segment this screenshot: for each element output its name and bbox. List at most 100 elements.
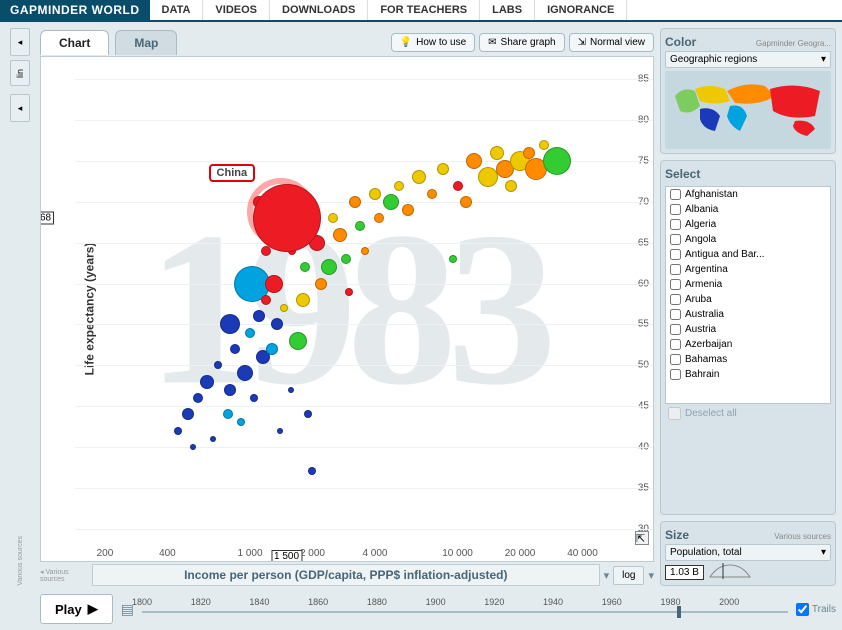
data-bubble[interactable] [523, 147, 535, 159]
country-checkbox[interactable] [670, 309, 681, 320]
world-map-legend[interactable] [665, 71, 831, 149]
country-checkbox[interactable] [670, 339, 681, 350]
data-bubble[interactable] [328, 213, 338, 223]
country-item[interactable]: Antigua and Bar... [666, 247, 830, 262]
country-checkbox[interactable] [670, 354, 681, 365]
data-bubble[interactable] [296, 293, 310, 307]
how-to-use-button[interactable]: 💡How to use [391, 33, 475, 52]
country-checkbox[interactable] [670, 264, 681, 275]
data-bubble[interactable] [237, 418, 245, 426]
country-checkbox[interactable] [670, 249, 681, 260]
country-item[interactable]: Aruba [666, 292, 830, 307]
x-axis-label-dropdown[interactable]: Income per person (GDP/capita, PPP$ infl… [92, 564, 600, 586]
country-item[interactable]: Angola [666, 232, 830, 247]
data-bubble[interactable] [412, 170, 426, 184]
data-bubble[interactable] [427, 189, 437, 199]
color-dropdown[interactable]: Geographic regions▾ [665, 51, 831, 68]
country-item[interactable]: Bahrain [666, 367, 830, 382]
nav-data[interactable]: DATA [150, 0, 204, 20]
data-bubble[interactable] [224, 384, 236, 396]
data-bubble[interactable] [369, 188, 381, 200]
data-bubble[interactable] [345, 288, 353, 296]
data-bubble[interactable] [190, 444, 196, 450]
data-bubble[interactable] [289, 332, 307, 350]
play-button[interactable]: Play▶ [40, 594, 113, 624]
country-item[interactable]: Algeria [666, 217, 830, 232]
y-scale-lin-button[interactable]: lin [10, 60, 30, 86]
data-bubble[interactable] [210, 436, 216, 442]
data-bubble[interactable] [308, 467, 316, 475]
data-bubble[interactable] [466, 153, 482, 169]
country-item[interactable]: Argentina [666, 262, 830, 277]
nav-downloads[interactable]: DOWNLOADS [270, 0, 368, 20]
country-item[interactable]: Azerbaijan [666, 337, 830, 352]
data-bubble[interactable] [449, 255, 457, 263]
y-expand-toggle-2[interactable]: ◂ [10, 94, 30, 122]
nav-ignorance[interactable]: IGNORANCE [535, 0, 627, 20]
color-panel-title: Color [665, 33, 696, 51]
country-item[interactable]: Bahamas [666, 352, 830, 367]
country-checkbox[interactable] [670, 234, 681, 245]
size-dropdown[interactable]: Population, total▾ [665, 544, 831, 561]
data-bubble[interactable] [253, 310, 265, 322]
data-bubble[interactable] [539, 140, 549, 150]
y-expand-toggle[interactable]: ◂ [10, 28, 30, 56]
data-bubble[interactable] [182, 408, 194, 420]
country-item[interactable]: Albania [666, 202, 830, 217]
data-bubble[interactable] [265, 275, 283, 293]
data-bubble[interactable] [543, 147, 571, 175]
data-bubble[interactable] [245, 328, 255, 338]
share-graph-button[interactable]: ✉Share graph [479, 33, 564, 52]
nav-for-teachers[interactable]: FOR TEACHERS [368, 0, 480, 20]
country-list[interactable]: Afghanistan Albania Algeria Angola Antigua a… [665, 186, 831, 404]
x-scale-log-button[interactable]: log [613, 566, 644, 585]
data-bubble-china[interactable] [253, 184, 321, 252]
country-label: Albania [685, 204, 718, 215]
x-expand-toggle[interactable]: ▾ [648, 569, 654, 582]
country-checkbox[interactable] [670, 369, 681, 380]
data-bubble[interactable] [193, 393, 203, 403]
tab-map[interactable]: Map [115, 30, 177, 55]
bubble-chart[interactable]: 1983 Life expectancy (years) ⇱ 303540455… [40, 56, 654, 562]
country-item[interactable]: Austria [666, 322, 830, 337]
data-bubble[interactable] [315, 278, 327, 290]
country-checkbox[interactable] [670, 279, 681, 290]
country-checkbox[interactable] [670, 324, 681, 335]
data-bubble[interactable] [505, 180, 517, 192]
data-bubble[interactable] [223, 409, 233, 419]
data-bubble[interactable] [349, 196, 361, 208]
data-bubble[interactable] [341, 254, 351, 264]
country-checkbox[interactable] [670, 189, 681, 200]
nav-videos[interactable]: VIDEOS [203, 0, 270, 20]
data-bubble[interactable] [490, 146, 504, 160]
size-slider-icon[interactable] [708, 561, 768, 581]
deselect-all-checkbox[interactable]: Deselect all [665, 404, 831, 423]
data-bubble[interactable] [453, 181, 463, 191]
country-checkbox[interactable] [670, 294, 681, 305]
chart-expand-icon[interactable]: ⇱ [635, 531, 649, 545]
nav-labs[interactable]: LABS [480, 0, 535, 20]
country-item[interactable]: Afghanistan [666, 187, 830, 202]
data-bubble[interactable] [288, 387, 294, 393]
brand-logo[interactable]: GAPMINDER WORLD [0, 0, 150, 21]
country-checkbox[interactable] [670, 219, 681, 230]
data-bubble[interactable] [333, 228, 347, 242]
country-item[interactable]: Australia [666, 307, 830, 322]
data-bubble[interactable] [174, 427, 182, 435]
data-bubble[interactable] [200, 375, 214, 389]
tab-chart[interactable]: Chart [40, 30, 109, 55]
bubble-label-china[interactable]: China [209, 164, 256, 182]
data-bubble[interactable] [460, 196, 472, 208]
size-value-badge: 1.03 B [665, 565, 704, 580]
timeline-handle[interactable] [677, 606, 681, 618]
data-bubble[interactable] [394, 181, 404, 191]
timeline-slider[interactable]: 1800182018401860188019001920194019601980… [142, 597, 788, 621]
data-bubble[interactable] [277, 428, 283, 434]
timeline-year-label: 1880 [367, 597, 387, 607]
country-label: Angola [685, 234, 716, 245]
data-bubble[interactable] [437, 163, 449, 175]
country-checkbox[interactable] [670, 204, 681, 215]
trails-checkbox[interactable]: Trails [796, 603, 836, 616]
country-item[interactable]: Armenia [666, 277, 830, 292]
normal-view-button[interactable]: ⇲Normal view [569, 33, 654, 52]
